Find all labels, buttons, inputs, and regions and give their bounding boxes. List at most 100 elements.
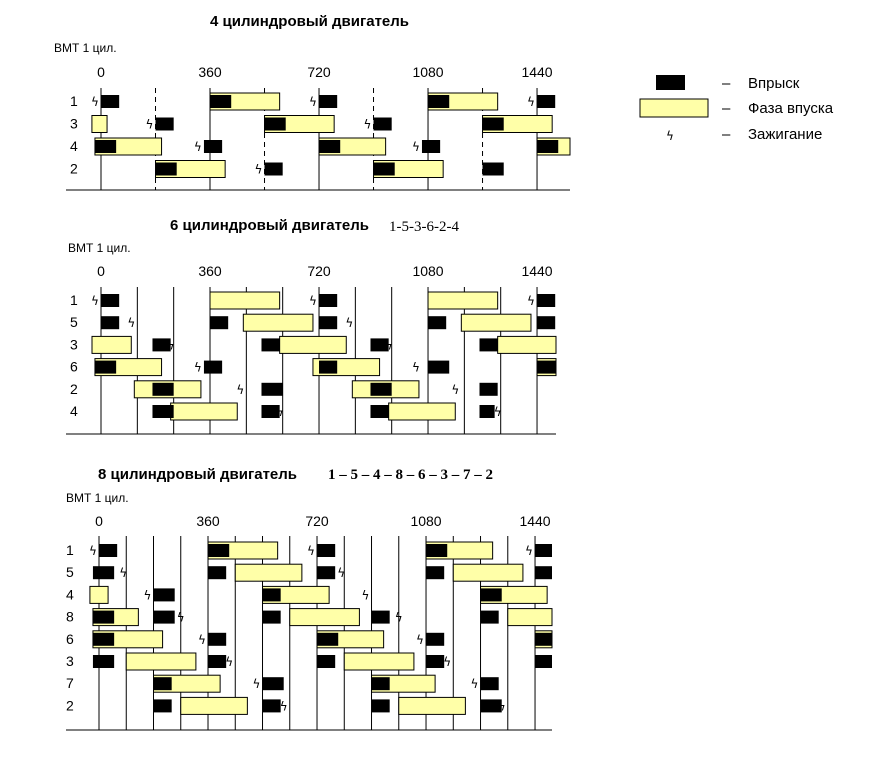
intake-phase-bar [91,115,108,133]
ignition-spark-icon: ϟ [127,316,135,330]
ignition-spark-icon: ϟ [236,383,244,397]
cylinder-label: 3 [70,336,78,352]
legend: – Впрыск – Фаза впуска ϟ – Зажигание [639,75,834,143]
cylinder-label: 5 [66,564,74,580]
ignition-spark-icon: ϟ [362,588,370,602]
injection-pulse [426,566,445,580]
diagram-4cyl-title: 4 цилиндровый двигатель [210,13,409,30]
injection-pulse [480,588,502,602]
cylinder-label: 5 [70,314,78,330]
legend-injection-swatch [656,75,685,90]
ignition-spark-icon: ϟ [254,163,262,177]
cylinder-label: 2 [70,161,78,177]
injection-pulse [373,117,392,131]
injection-pulse [153,699,172,713]
ignition-spark-icon: ϟ [145,118,153,132]
injection-pulse [101,294,120,307]
injection-pulse [317,566,336,580]
legend-dash-1: – [722,75,731,92]
legend-dash-3: – [722,126,731,143]
cylinder-label: 8 [66,609,74,625]
injection-pulse [152,382,174,396]
ignition-spark-icon: ϟ [91,95,99,109]
legend-ignition-label: Зажигание [748,126,822,143]
axis-tick-label: 1440 [521,64,552,80]
injection-pulse [482,117,504,131]
ignition-spark-icon: ϟ [309,95,317,109]
ignition-spark-icon: ϟ [395,611,403,625]
injection-pulse [537,360,556,374]
ignition-spark-icon: ϟ [91,294,99,308]
intake-phase-bar [180,696,248,715]
ignition-spark-icon: ϟ [309,294,317,308]
ignition-spark-icon: ϟ [412,140,420,154]
cylinder-label: 1 [70,292,78,308]
ignition-spark-icon: ϟ [167,338,175,352]
diagram-8cyl-vmt-label: ВМТ 1 цил. [66,491,129,505]
injection-pulse [426,632,445,646]
intake-phase-bar [279,335,347,354]
injection-pulse [261,405,280,418]
injection-pulse [537,95,556,108]
cylinder-label: 3 [70,116,78,132]
axis-tick-label: 360 [198,263,222,279]
cylinder-label: 7 [66,675,74,691]
injection-pulse [155,117,174,131]
injection-pulse [101,316,120,330]
axis-tick-label: 1080 [412,263,443,279]
injection-pulse [535,544,552,557]
ignition-spark-icon: ϟ [307,544,315,558]
injection-pulse [92,632,115,646]
intake-phase-bar [125,652,197,671]
legend-dash-2: – [722,100,731,117]
cylinder-label: 3 [66,653,74,669]
ignition-spark-icon: ϟ [498,699,506,713]
ignition-spark-icon: ϟ [252,677,260,691]
cylinder-label: 6 [66,631,74,647]
diagram-6cyl-vmt-label: ВМТ 1 цил. [68,241,131,255]
injection-pulse [153,588,175,602]
ignition-spark-icon: ϟ [280,699,288,713]
axis-tick-label: 720 [307,263,331,279]
ignition-spark-icon: ϟ [416,633,424,647]
injection-pulse [94,360,117,374]
injection-pulse [317,544,336,557]
intake-phase-bar [427,291,499,310]
injection-pulse [371,610,390,624]
ignition-spark-icon: ϟ [527,95,535,109]
injection-pulse [92,610,115,624]
injection-pulse [264,162,283,176]
intake-phase-bar [170,402,238,421]
axis-tick-label: 0 [97,64,105,80]
ignition-spark-icon: ϟ [276,405,284,419]
axis-tick-label: 360 [198,64,222,80]
ignition-spark-icon: ϟ [225,655,233,669]
ignition-spark-icon: ϟ [385,338,393,352]
intake-phase-bar [343,652,415,671]
injection-pulse [370,382,392,396]
cylinder-label: 2 [70,381,78,397]
injection-pulse [261,382,283,396]
intake-phase-bar [398,696,466,715]
injection-pulse [370,338,389,352]
injection-pulse [262,588,281,602]
injection-pulse [203,360,223,374]
injection-pulse [319,95,338,108]
legend-intake-label: Фаза впуска [748,100,834,117]
injection-pulse [319,316,338,330]
injection-pulse [152,405,174,418]
injection-pulse [537,294,556,307]
injection-pulse [426,544,448,557]
injection-pulse [535,632,552,646]
legend-injection-label: Впрыск [748,75,800,92]
intake-phase-bar [388,402,456,421]
diagram-6cyl-title: 6 цилиндровый двигатель [170,217,369,234]
injection-pulse [480,677,499,691]
ignition-spark-icon: ϟ [471,677,479,691]
ignition-spark-icon: ϟ [194,361,202,375]
injection-pulse [262,610,281,624]
axis-tick-label: 1080 [412,64,443,80]
ignition-spark-icon: ϟ [119,566,127,580]
